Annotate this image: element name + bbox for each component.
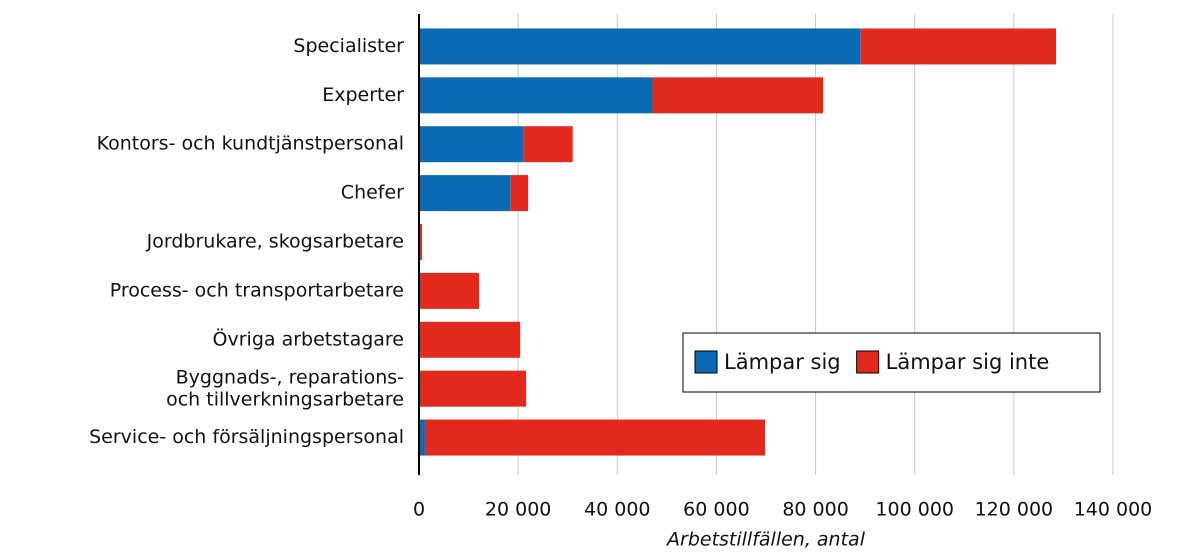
bar-segment [860,28,1056,65]
bar-segment [651,77,824,114]
bar-segment [419,272,479,309]
x-tick-label: 100 000 [875,499,954,521]
y-tick-label: Kontors- och kundtjänstpersonal [97,133,404,155]
bar-segment [523,126,573,163]
bar-segment [419,126,524,163]
x-tick-label: 120 000 [975,499,1054,521]
x-tick-label: 40 000 [584,499,650,521]
y-tick-label: Service- och försäljningspersonal [89,426,404,448]
x-tick-label: 140 000 [1074,499,1153,521]
y-tick-label: Jordbrukare, skogsarbetare [146,231,404,253]
bar-segment [419,370,527,407]
bar-segment [419,175,511,212]
legend-swatch [694,350,718,374]
legend-label: Lämpar sig inte [886,350,1050,374]
bar-segment [424,419,766,456]
bar-segment [419,28,861,65]
legend-box [682,332,1101,393]
bar-segment [419,224,422,260]
y-tick-label: Övriga arbetstagare [213,327,404,350]
y-tick-label: Chefer [341,182,404,204]
x-tick-label: 80 000 [782,499,848,521]
y-tick-label: Process- och transportarbetare [110,279,404,301]
bar-segment [419,77,652,114]
x-tick-label: 0 [413,499,425,521]
y-tick-label: Byggnads-, reparations-och tillverknings… [166,366,404,410]
x-tick-label: 20 000 [485,499,551,521]
bar-segment [419,419,425,456]
y-tick-label: Experter [322,84,404,106]
x-axis-label: Arbetstillfällen, antal [665,529,866,551]
x-tick-label: 60 000 [683,499,749,521]
bar-segment [419,321,521,358]
legend-label: Lämpar sig [724,350,841,374]
legend-swatch [856,350,880,374]
y-tick-label: Specialister [293,35,404,57]
bar-segment [510,175,529,212]
